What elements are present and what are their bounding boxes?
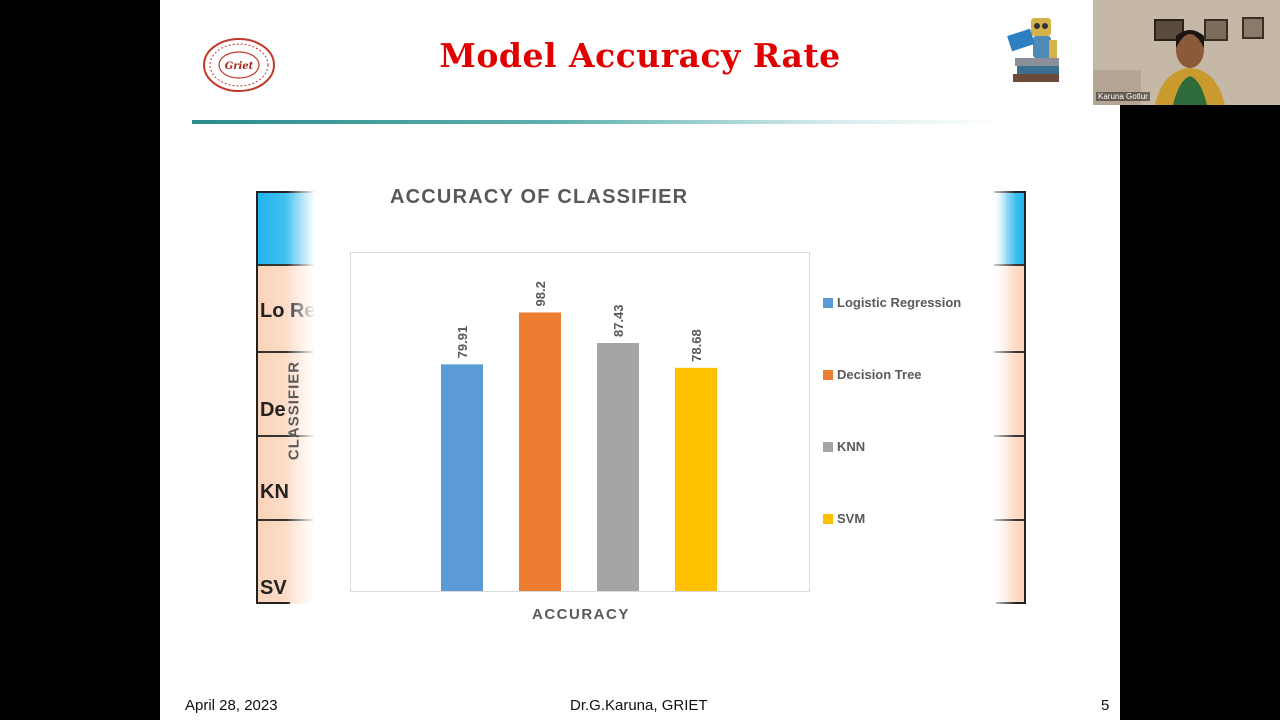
data-label: 79.91 [455,326,470,359]
data-label: 98.2 [533,281,548,306]
slide: Griet Model Accuracy Rate Lo Re De [160,0,1120,720]
y-axis-label: CLASSIFIER [285,360,303,461]
slide-title: Model Accuracy Rate [439,36,841,75]
x-axis-label: ACCURACY [532,606,630,623]
participant-name-label: Karuna Gotlur [1096,92,1150,101]
legend-swatch [823,370,833,380]
bar-plot: 79.91 98.2 87.43 78.68 [350,252,810,592]
legend-item: KNN [823,439,865,454]
footer-date: April 28, 2023 [185,697,278,714]
robot-reading-icon [1003,10,1089,90]
bar-logistic-regression [441,364,483,591]
legend-swatch [823,514,833,524]
chart-title: ACCURACY OF CLASSIFIER [390,186,689,208]
legend-swatch [823,442,833,452]
legend-label: SVM [837,511,866,526]
legend-item: Logistic Regression [823,295,961,310]
bar-decision-tree [519,312,561,591]
data-label: 78.68 [689,329,704,362]
legend-item: SVM [823,511,865,526]
row-label-decision: De [260,399,286,421]
row-label-svm: SV [260,577,287,599]
legend-label: KNN [837,439,866,454]
logo-text: Griet [225,61,254,72]
table-border [256,602,290,604]
row-label-knn: KN [260,481,289,503]
data-label: 87.43 [611,304,626,337]
plot-area-border [350,252,810,592]
page-number: 5 [1101,697,1110,714]
griet-logo: Griet [201,37,277,93]
legend-label: Logistic Regression [837,295,962,310]
bar-svm [675,367,717,591]
webcam-video-tile[interactable]: Karuna Gotlur [1093,0,1280,105]
legend-item: Decision Tree [823,367,922,382]
title-underline [192,120,1002,124]
legend-label: Decision Tree [837,367,922,382]
legend-swatch [823,298,833,308]
footer-author: Dr.G.Karuna, GRIET [570,697,708,714]
bar-knn [597,343,639,591]
